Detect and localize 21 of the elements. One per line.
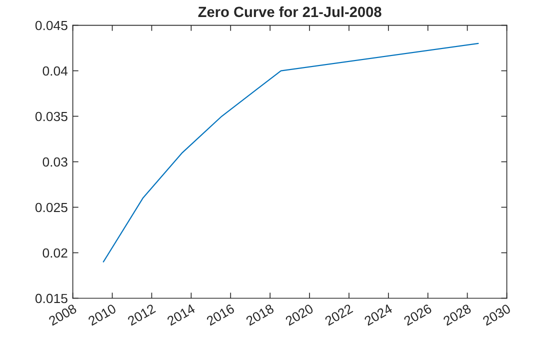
- x-tick-label: 2020: [284, 304, 314, 326]
- x-tick-label: 2010: [88, 304, 117, 326]
- x-tick-label: 2014: [166, 304, 196, 326]
- x-tick-label: 2018: [245, 304, 274, 326]
- y-tick-label: 0.035: [35, 112, 68, 122]
- x-tick-label: 2026: [403, 304, 432, 326]
- y-tick-label: 0.025: [35, 202, 68, 212]
- x-tick-label: 2012: [127, 304, 156, 326]
- y-tick-label: 0.015: [35, 294, 68, 304]
- y-tick-label: 0.02: [42, 248, 68, 258]
- line-series: [102, 42, 479, 262]
- x-tick-label: 2008: [48, 304, 78, 326]
- x-tick-label: 2028: [442, 304, 472, 326]
- x-tick-label: 2030: [482, 304, 512, 326]
- chart-title: Zero Curve for 21-Jul-2008: [198, 6, 382, 18]
- x-tick-label: 2016: [206, 304, 235, 326]
- y-tick-label: 0.045: [35, 20, 68, 30]
- x-tick-label: 2024: [364, 304, 393, 326]
- y-tick-label: 0.03: [42, 157, 68, 167]
- x-tick-label: 2022: [324, 304, 354, 326]
- y-tick-label: 0.04: [42, 66, 68, 76]
